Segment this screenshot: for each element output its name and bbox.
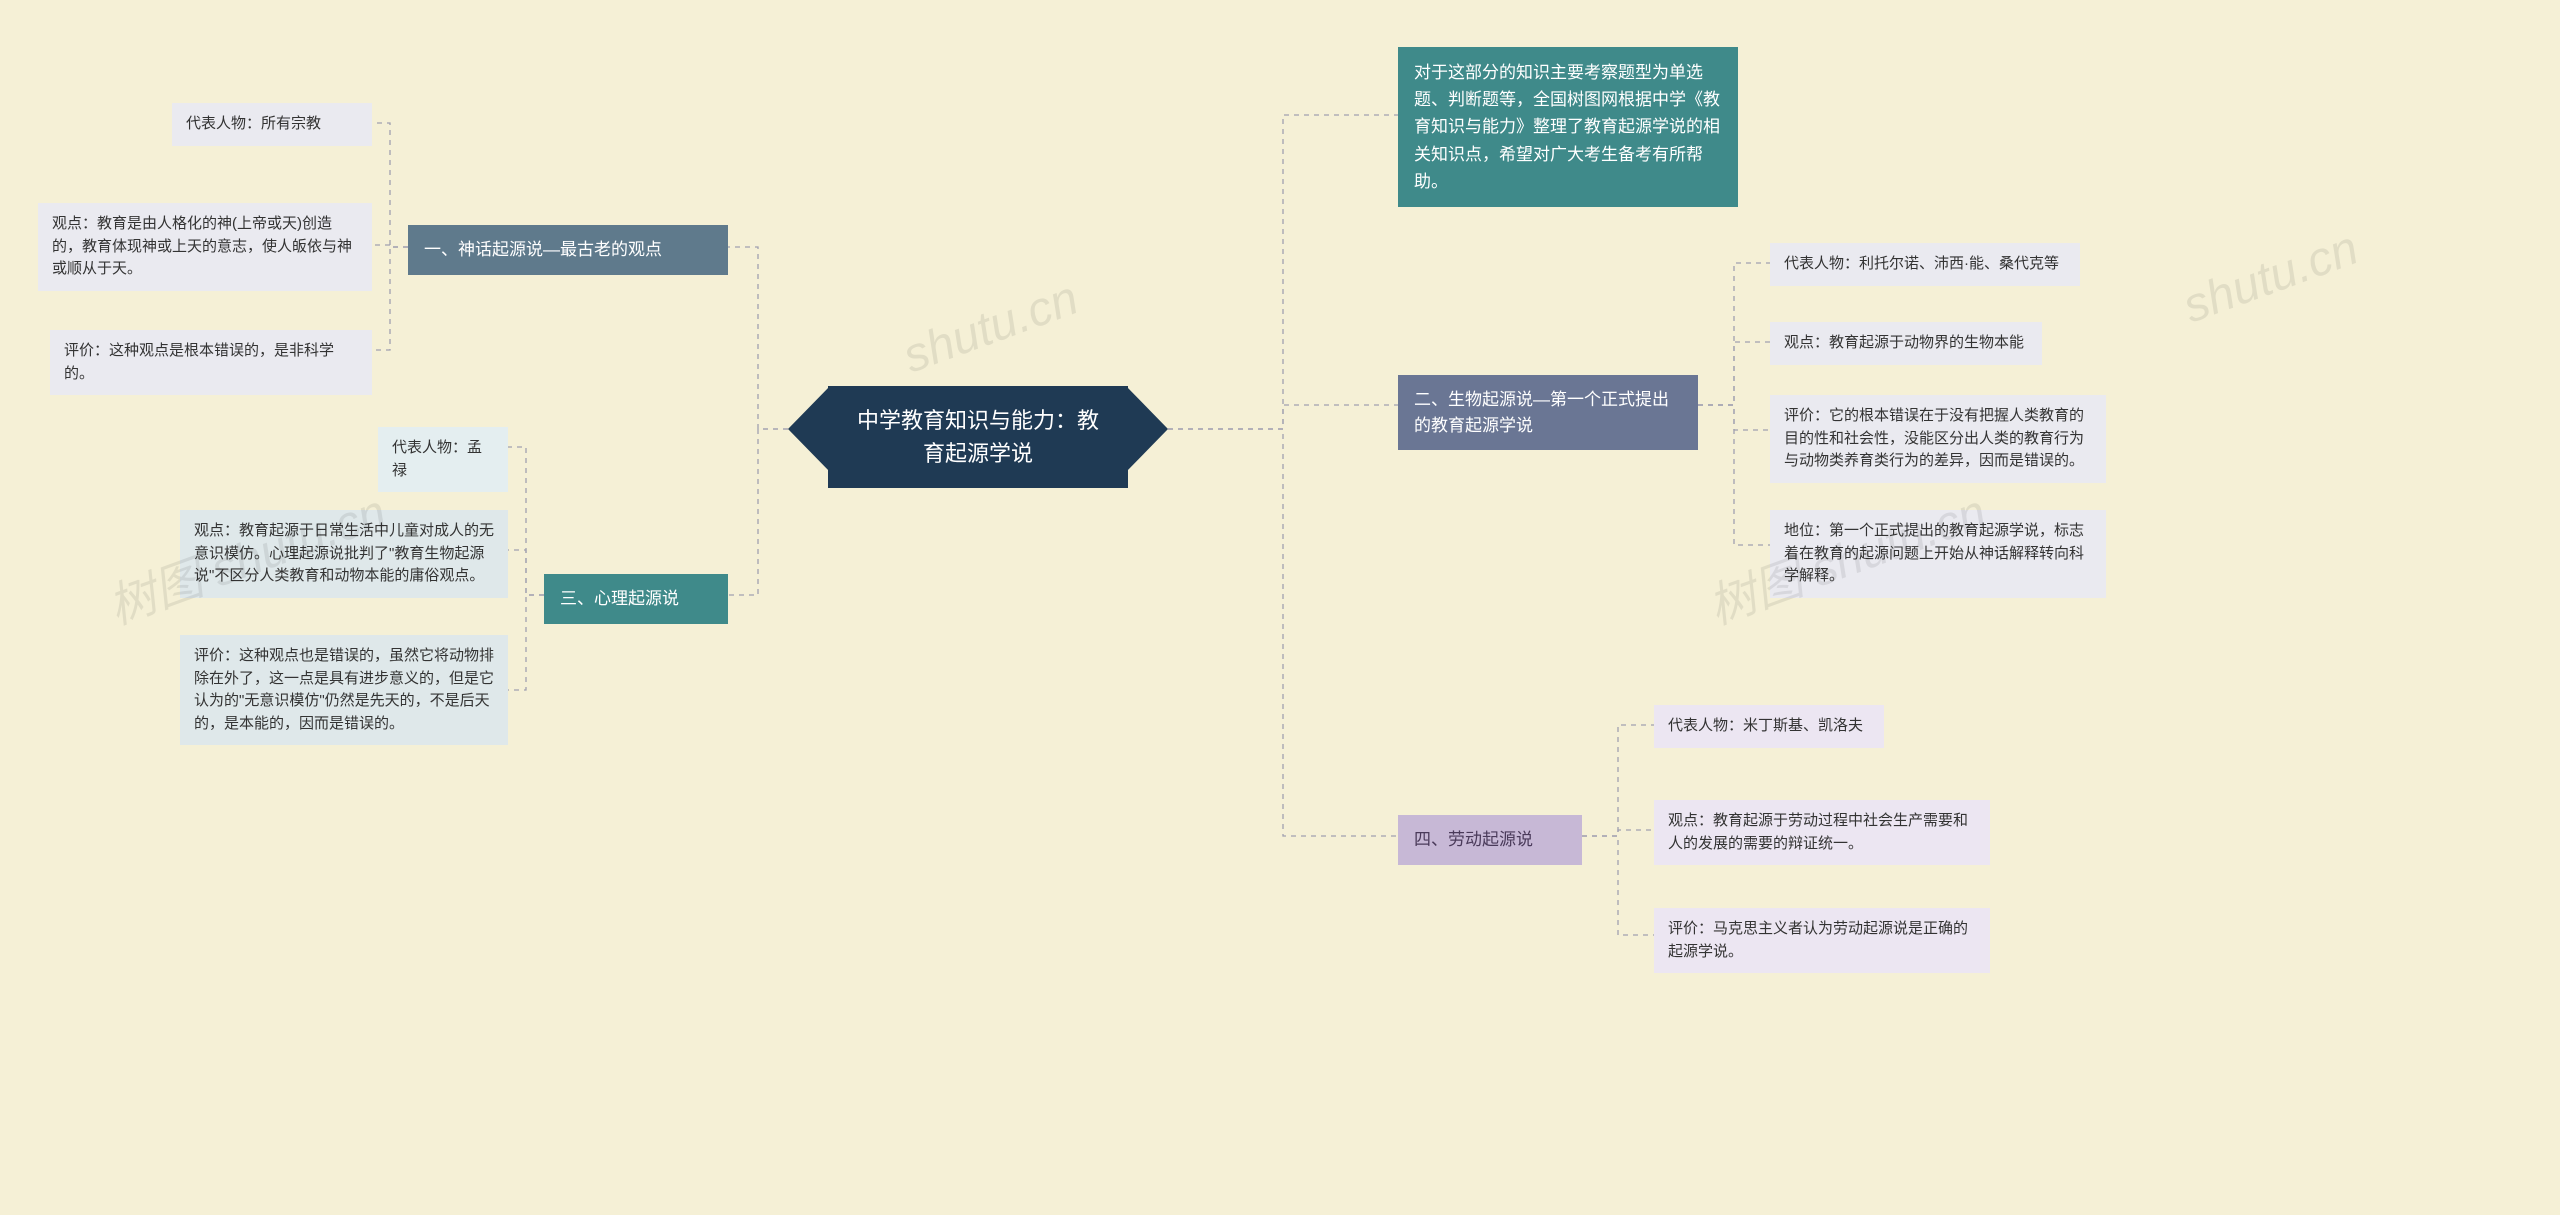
leaf-b4-eval[interactable]: 评价：马克思主义者认为劳动起源说是正确的起源学说。 [1654, 908, 1990, 973]
leaf-b1-view[interactable]: 观点：教育是由人格化的神(上帝或天)创造的，教育体现神或上天的意志，使人皈依与神… [38, 203, 372, 291]
leaf-b3-rep[interactable]: 代表人物：孟禄 [378, 427, 508, 492]
root-node[interactable]: 中学教育知识与能力：教育起源学说 [828, 386, 1128, 488]
root-left-arrow [788, 386, 830, 472]
leaf-b2-eval[interactable]: 评价：它的根本错误在于没有把握人类教育的目的性和社会性，没能区分出人类的教育行为… [1770, 395, 2106, 483]
leaf-b2-view[interactable]: 观点：教育起源于动物界的生物本能 [1770, 322, 2042, 365]
leaf-b2-pos[interactable]: 地位：第一个正式提出的教育起源学说，标志着在教育的起源问题上开始从神话解释转向科… [1770, 510, 2106, 598]
watermark-4: shutu.cn [2176, 221, 2365, 335]
branch-3-psych[interactable]: 三、心理起源说 [544, 574, 728, 624]
leaf-b2-rep[interactable]: 代表人物：利托尔诺、沛西·能、桑代克等 [1770, 243, 2080, 286]
branch-2-bio[interactable]: 二、生物起源说—第一个正式提出的教育起源学说 [1398, 375, 1698, 450]
leaf-b3-view[interactable]: 观点：教育起源于日常生活中儿童对成人的无意识模仿。心理起源说批判了"教育生物起源… [180, 510, 508, 598]
watermark-2: shutu.cn [896, 271, 1085, 385]
leaf-b1-rep[interactable]: 代表人物：所有宗教 [172, 103, 372, 146]
leaf-b3-eval[interactable]: 评价：这种观点也是错误的，虽然它将动物排除在外了，这一点是具有进步意义的，但是它… [180, 635, 508, 745]
branch-intro[interactable]: 对于这部分的知识主要考察题型为单选题、判断题等，全国树图网根据中学《教育知识与能… [1398, 47, 1738, 207]
branch-4-labor[interactable]: 四、劳动起源说 [1398, 815, 1582, 865]
leaf-b1-eval[interactable]: 评价：这种观点是根本错误的，是非科学的。 [50, 330, 372, 395]
leaf-b4-rep[interactable]: 代表人物：米丁斯基、凯洛夫 [1654, 705, 1884, 748]
root-right-arrow [1126, 386, 1168, 472]
connectors-layer [0, 0, 2560, 1215]
branch-1-myth[interactable]: 一、神话起源说—最古老的观点 [408, 225, 728, 275]
leaf-b4-view[interactable]: 观点：教育起源于劳动过程中社会生产需要和人的发展的需要的辩证统一。 [1654, 800, 1990, 865]
